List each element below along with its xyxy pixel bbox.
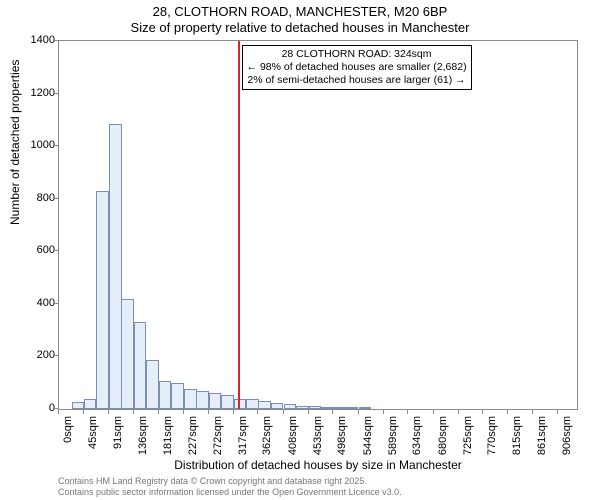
xtick-mark — [458, 410, 459, 414]
xtick-label: 362sqm — [261, 416, 273, 460]
xtick-mark — [383, 410, 384, 414]
footer-attribution: Contains HM Land Registry data © Crown c… — [58, 476, 402, 498]
xtick-mark — [283, 410, 284, 414]
xtick-label: 91sqm — [112, 416, 124, 460]
xtick-label: 181sqm — [162, 416, 174, 460]
xtick-label: 453sqm — [312, 416, 324, 460]
ytick-mark — [54, 198, 58, 199]
xtick-mark — [532, 410, 533, 414]
xtick-label: 680sqm — [437, 416, 449, 460]
histogram-bar — [72, 402, 85, 409]
xtick-mark — [133, 410, 134, 414]
histogram-bar — [271, 403, 284, 409]
histogram-bar — [359, 407, 372, 409]
footer-line2: Contains public sector information licen… — [58, 487, 402, 498]
annot-line1: 28 CLOTHORN ROAD: 324sqm — [247, 48, 467, 61]
xtick-label: 861sqm — [536, 416, 548, 460]
ytick-mark — [54, 355, 58, 356]
histogram-bar — [321, 407, 334, 409]
xtick-mark — [407, 410, 408, 414]
annotation-box: 28 CLOTHORN ROAD: 324sqm← 98% of detache… — [242, 45, 472, 90]
xtick-mark — [507, 410, 508, 414]
xtick-mark — [482, 410, 483, 414]
histogram-bar — [246, 399, 259, 409]
histogram-bar — [184, 389, 197, 410]
ytick-mark — [54, 40, 58, 41]
xtick-label: 45sqm — [87, 416, 99, 460]
xtick-mark — [83, 410, 84, 414]
marker-line — [238, 41, 240, 409]
xtick-label: 498sqm — [336, 416, 348, 460]
histogram-bar — [346, 407, 359, 409]
xtick-mark — [183, 410, 184, 414]
xtick-mark — [332, 410, 333, 414]
footer-line1: Contains HM Land Registry data © Crown c… — [58, 476, 402, 487]
xtick-label: 544sqm — [362, 416, 374, 460]
xtick-label: 725sqm — [462, 416, 474, 460]
ytick-mark — [54, 303, 58, 304]
xtick-mark — [433, 410, 434, 414]
histogram-bar — [171, 383, 184, 409]
plot-area: 28 CLOTHORN ROAD: 324sqm← 98% of detache… — [58, 40, 578, 410]
histogram-bar — [84, 399, 97, 410]
xtick-mark — [257, 410, 258, 414]
ytick-label: 800 — [37, 192, 55, 204]
ytick-label: 200 — [37, 349, 55, 361]
ytick-label: 600 — [37, 244, 55, 256]
histogram-bar — [258, 401, 271, 409]
y-axis-label: Number of detached properties — [8, 60, 22, 225]
xtick-mark — [58, 410, 59, 414]
xtick-label: 272sqm — [212, 416, 224, 460]
ytick-label: 1400 — [31, 34, 55, 46]
xtick-mark — [158, 410, 159, 414]
xtick-mark — [358, 410, 359, 414]
ytick-mark — [54, 93, 58, 94]
xtick-mark — [308, 410, 309, 414]
annot-line2: ← 98% of detached houses are smaller (2,… — [247, 61, 467, 74]
ytick-label: 1200 — [31, 87, 55, 99]
histogram-bar — [284, 404, 297, 409]
xtick-mark — [557, 410, 558, 414]
xtick-label: 136sqm — [137, 416, 149, 460]
ytick-label: 400 — [37, 297, 55, 309]
ytick-label: 1000 — [31, 139, 55, 151]
xtick-label: 0sqm — [62, 416, 74, 460]
histogram-bar — [146, 360, 159, 409]
histogram-bar — [96, 191, 109, 409]
histogram-bar — [196, 391, 209, 409]
histogram-bar — [234, 399, 247, 410]
xtick-label: 906sqm — [561, 416, 573, 460]
xtick-mark — [108, 410, 109, 414]
histogram-bar — [121, 299, 134, 409]
xtick-mark — [233, 410, 234, 414]
histogram-bar — [333, 407, 346, 409]
xtick-label: 589sqm — [387, 416, 399, 460]
xtick-label: 227sqm — [187, 416, 199, 460]
xtick-label: 770sqm — [486, 416, 498, 460]
histogram-bar — [309, 406, 322, 409]
histogram-bar — [296, 406, 309, 409]
xtick-mark — [208, 410, 209, 414]
histogram-bar — [221, 395, 234, 409]
ytick-mark — [54, 408, 58, 409]
histogram-bar — [209, 393, 222, 409]
title-line2: Size of property relative to detached ho… — [0, 20, 600, 35]
annot-line3: 2% of semi-detached houses are larger (6… — [247, 74, 467, 87]
xtick-label: 317sqm — [237, 416, 249, 460]
histogram-bar — [109, 124, 122, 409]
xtick-label: 815sqm — [511, 416, 523, 460]
ytick-mark — [54, 145, 58, 146]
xtick-label: 634sqm — [411, 416, 423, 460]
x-axis-label: Distribution of detached houses by size … — [58, 458, 578, 472]
ytick-mark — [54, 250, 58, 251]
histogram-bar — [159, 381, 172, 409]
xtick-label: 408sqm — [287, 416, 299, 460]
title-line1: 28, CLOTHORN ROAD, MANCHESTER, M20 6BP — [0, 4, 600, 19]
histogram-bar — [134, 322, 147, 409]
